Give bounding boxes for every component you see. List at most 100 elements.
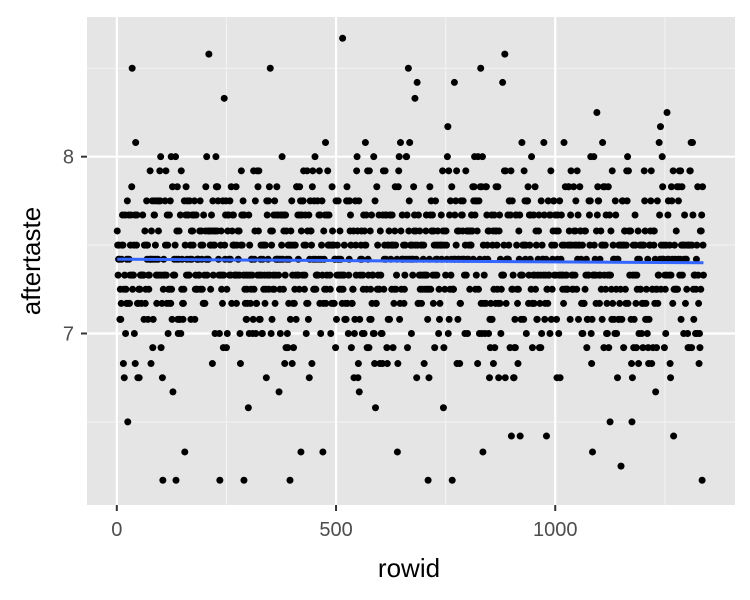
data-point xyxy=(524,183,532,191)
data-point xyxy=(643,329,651,337)
y-tick-labels: 78 xyxy=(63,147,74,346)
data-point xyxy=(215,329,223,337)
data-point xyxy=(332,344,340,352)
x-tick-label: 0 xyxy=(111,519,122,541)
data-point xyxy=(405,227,413,235)
data-point xyxy=(222,344,230,352)
data-point xyxy=(606,271,614,279)
data-point xyxy=(133,211,141,219)
data-point xyxy=(497,285,505,293)
data-point xyxy=(246,241,254,249)
data-point xyxy=(444,329,452,337)
data-point xyxy=(353,153,361,161)
data-point xyxy=(377,271,385,279)
data-point xyxy=(185,271,193,279)
data-point xyxy=(495,374,503,382)
data-point xyxy=(426,183,434,191)
data-point xyxy=(448,183,456,191)
data-point xyxy=(560,139,568,147)
data-point xyxy=(236,329,244,337)
data-point xyxy=(322,139,330,147)
data-point xyxy=(179,315,187,323)
data-point xyxy=(244,404,252,412)
data-point xyxy=(695,360,703,368)
data-point xyxy=(696,344,704,352)
data-point xyxy=(425,374,433,382)
data-point xyxy=(308,360,316,368)
data-point xyxy=(446,197,454,205)
data-point xyxy=(548,285,556,293)
data-point xyxy=(436,299,444,307)
data-point xyxy=(447,271,455,279)
data-point xyxy=(468,227,476,235)
data-point xyxy=(253,299,261,307)
data-point xyxy=(385,227,393,235)
data-point xyxy=(677,167,685,175)
data-point xyxy=(238,241,246,249)
data-point xyxy=(122,285,130,293)
data-point xyxy=(271,299,279,307)
data-point xyxy=(508,197,516,205)
data-point xyxy=(114,271,122,279)
x-tick-label: 1000 xyxy=(533,519,578,541)
data-point xyxy=(383,344,391,352)
data-point xyxy=(596,299,604,307)
data-point xyxy=(344,329,352,337)
data-point xyxy=(168,315,176,323)
data-point xyxy=(290,299,298,307)
y-tick-label: 8 xyxy=(63,147,74,169)
data-point xyxy=(609,299,617,307)
data-point xyxy=(495,227,503,235)
data-point xyxy=(129,271,137,279)
data-point xyxy=(560,299,568,307)
data-point xyxy=(265,197,273,205)
data-point xyxy=(663,108,671,116)
data-point xyxy=(326,271,334,279)
data-point xyxy=(681,211,689,219)
data-point xyxy=(507,167,515,175)
data-point xyxy=(248,271,256,279)
data-point xyxy=(444,123,452,131)
data-point xyxy=(692,285,700,293)
data-point xyxy=(544,197,552,205)
data-point xyxy=(300,285,308,293)
data-point xyxy=(342,315,350,323)
data-point xyxy=(147,227,155,235)
data-point xyxy=(674,285,682,293)
data-point xyxy=(653,344,661,352)
data-point xyxy=(543,285,551,293)
data-point xyxy=(666,360,674,368)
data-point xyxy=(251,197,259,205)
data-point xyxy=(168,285,176,293)
data-point xyxy=(171,241,179,249)
data-point xyxy=(654,299,662,307)
data-point xyxy=(268,315,276,323)
data-point xyxy=(572,197,580,205)
data-point xyxy=(151,211,159,219)
data-point xyxy=(318,197,326,205)
data-point xyxy=(304,299,312,307)
x-tick-label: 500 xyxy=(319,519,352,541)
data-point xyxy=(565,227,573,235)
data-point xyxy=(526,241,534,249)
data-point xyxy=(379,360,386,368)
data-point xyxy=(157,344,165,352)
data-point xyxy=(574,315,582,323)
data-point xyxy=(405,197,413,205)
data-point xyxy=(573,167,581,175)
data-point xyxy=(330,299,338,307)
data-point xyxy=(634,227,642,235)
data-point xyxy=(435,329,443,337)
data-point xyxy=(305,374,313,382)
data-point xyxy=(368,211,376,219)
data-point xyxy=(659,183,667,191)
data-point xyxy=(140,271,148,279)
data-point xyxy=(516,432,524,440)
data-point xyxy=(454,315,462,323)
data-point xyxy=(297,448,305,456)
data-point xyxy=(318,241,326,249)
data-point xyxy=(538,329,546,337)
data-point xyxy=(587,329,595,337)
data-point xyxy=(237,167,245,175)
data-point xyxy=(275,271,283,279)
